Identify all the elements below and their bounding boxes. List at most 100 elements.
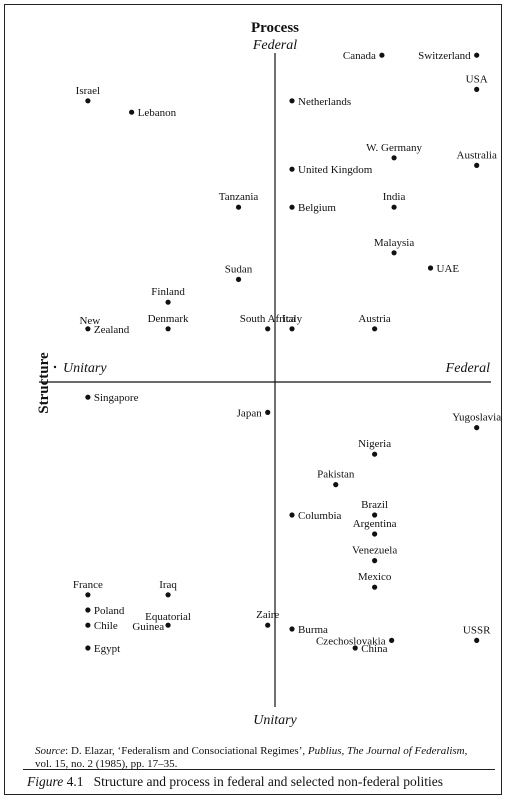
point-label-sudan: Sudan — [225, 263, 253, 275]
point-label-france: France — [73, 579, 103, 591]
point-label-denmark: Denmark — [148, 313, 189, 325]
point-label-equatorial-guinea-1: Equatorial — [145, 611, 191, 623]
point-pakistan — [333, 482, 339, 488]
point-label-australia: Australia — [457, 149, 497, 161]
point-france — [85, 592, 91, 598]
point-label-usa: USA — [466, 73, 488, 85]
point-label-w-germany: W. Germany — [366, 142, 422, 154]
point-label-india: India — [383, 191, 406, 203]
point-venezuela — [372, 558, 378, 564]
source-line-2: vol. 15, no. 2 (1985), pp. 17–35. — [35, 758, 178, 770]
point-denmark — [165, 326, 171, 332]
point-label-malaysia: Malaysia — [374, 237, 414, 249]
point-mexico — [372, 584, 378, 590]
point-label-argentina: Argentina — [353, 518, 397, 530]
caption-spacer — [84, 774, 94, 789]
point-label-italy: Italy — [282, 313, 303, 325]
point-usa — [474, 86, 480, 92]
point-china — [352, 645, 358, 651]
point-columbia — [289, 512, 295, 518]
point-label-austria: Austria — [358, 313, 391, 325]
point-sudan — [235, 276, 242, 282]
point-equatorial-guinea — [165, 622, 171, 628]
point-label-finland: Finland — [151, 286, 185, 298]
point-label-burma: Burma — [298, 624, 328, 636]
point-label-columbia: Columbia — [298, 510, 342, 522]
data-points: Canada Switzerland USA Israel Lebanon Netherl… — [73, 50, 501, 655]
caption-number: 4.1 — [63, 774, 84, 789]
point-label-netherlands: Netherlands — [298, 96, 351, 108]
axis-title-dot — [53, 365, 57, 369]
point-argentina — [372, 531, 378, 537]
point-japan — [265, 409, 271, 415]
point-label-poland: Poland — [94, 605, 125, 617]
point-zaire — [265, 622, 271, 628]
point-lebanon — [129, 109, 135, 115]
source-text-2: , — [464, 745, 468, 757]
point-label-new-zealand-1: New — [79, 315, 100, 327]
point-uae — [427, 265, 434, 271]
source-note: Source: D. Elazar, ‘Federalism and Conso… — [35, 745, 500, 771]
point-ussr — [474, 637, 480, 644]
point-label-mexico: Mexico — [358, 571, 392, 583]
point-label-venezuela: Venezuela — [352, 545, 397, 557]
point-egypt — [85, 645, 91, 651]
point-india — [391, 204, 397, 210]
point-label-switzerland: Switzerland — [418, 50, 471, 62]
point-united-kingdom — [289, 166, 295, 172]
figure-caption: Figure 4.1 Structure and process in fede… — [27, 774, 497, 790]
caption-text: Structure and process in federal and sel… — [93, 774, 443, 789]
horizontal-axis-title: Structure — [36, 352, 52, 414]
point-yugoslavia — [474, 425, 480, 431]
point-label-egypt: Egypt — [94, 643, 120, 655]
point-new-zealand — [85, 326, 91, 332]
point-label-canada: Canada — [343, 50, 376, 62]
point-burma — [289, 626, 295, 632]
point-label-china: China — [361, 643, 387, 655]
point-poland — [85, 607, 91, 613]
point-label-singapore: Singapore — [94, 392, 139, 404]
point-finland — [165, 299, 171, 305]
point-czechoslovakia — [389, 637, 395, 644]
point-label-new-zealand-2: Zealand — [94, 324, 130, 336]
vertical-axis-top-label: Federal — [252, 38, 297, 53]
source-lead: Source — [35, 745, 66, 757]
point-australia — [474, 162, 480, 168]
point-label-lebanon: Lebanon — [138, 107, 177, 119]
point-label-israel: Israel — [76, 85, 100, 97]
source-journal: Publius, The Journal of Federalism — [307, 745, 465, 757]
point-austria — [372, 326, 378, 332]
point-singapore — [85, 394, 91, 400]
point-tanzania — [235, 204, 242, 210]
vertical-axis-bottom-label: Unitary — [253, 713, 297, 728]
point-label-belgium: Belgium — [298, 202, 336, 214]
point-label-uae: UAE — [437, 263, 460, 275]
caption-prefix: Figure — [27, 774, 64, 789]
point-label-chile: Chile — [94, 620, 118, 632]
point-label-brazil: Brazil — [361, 499, 388, 511]
point-nigeria — [372, 451, 378, 457]
horizontal-axis-right-label: Federal — [445, 361, 490, 376]
vertical-axis-title: Process — [251, 20, 299, 36]
point-chile — [85, 622, 91, 628]
point-label-tanzania: Tanzania — [219, 191, 259, 203]
caption-rule — [23, 769, 495, 770]
point-israel — [85, 98, 91, 104]
point-canada — [379, 52, 385, 58]
point-label-nigeria: Nigeria — [358, 438, 391, 450]
scatter-chart: Process Federal Unitary Structure Unitar… — [36, 20, 501, 728]
point-label-zaire: Zaire — [256, 609, 279, 621]
point-italy — [289, 326, 295, 332]
point-switzerland — [474, 52, 480, 58]
point-label-czechoslovakia: Czechoslovakia — [316, 635, 386, 647]
figure-frame: Process Federal Unitary Structure Unitar… — [4, 4, 502, 795]
point-label-yugoslavia: Yugoslavia — [452, 412, 501, 424]
horizontal-axis-left-label: Unitary — [63, 361, 107, 376]
point-label-pakistan: Pakistan — [317, 469, 355, 481]
point-netherlands — [289, 98, 295, 104]
point-belgium — [289, 204, 295, 210]
point-iraq — [165, 592, 171, 598]
point-malaysia — [391, 250, 397, 256]
point-label-south-africa: South Africa — [240, 313, 296, 325]
point-label-equatorial-guinea-2: Guinea — [132, 621, 164, 633]
